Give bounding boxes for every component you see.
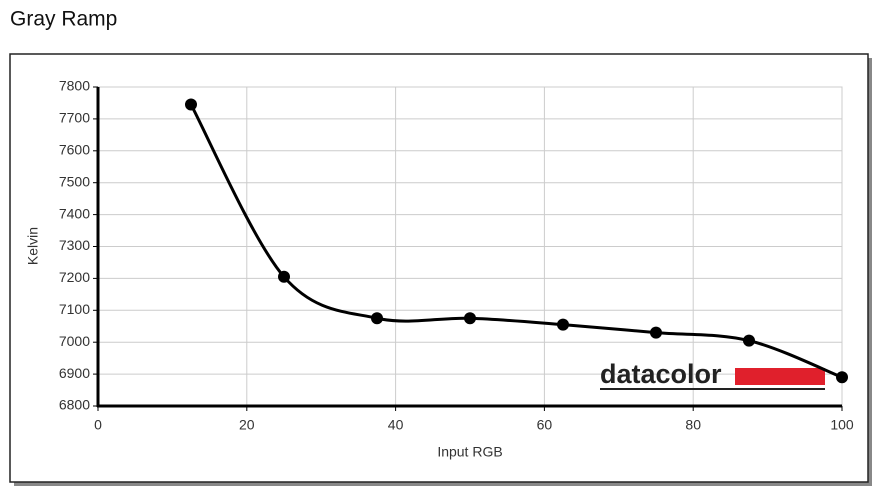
x-tick-label: 0 [94,417,102,433]
x-axis-label: Input RGB [437,444,502,460]
chart-title: Gray Ramp [10,8,117,31]
y-tick-label: 7800 [59,78,90,94]
x-tick-label: 80 [685,417,701,433]
logo-bar [735,368,825,385]
x-tick-label: 20 [239,417,255,433]
x-tick-label: 100 [830,417,854,433]
y-tick-label: 7600 [59,142,90,158]
point [464,312,476,325]
x-tick-label: 40 [388,417,404,433]
point [185,98,197,111]
point [557,318,569,331]
y-tick-label: 7100 [59,301,90,317]
logo: datacolor [600,359,722,389]
point [278,270,290,283]
y-tick-label: 7400 [59,205,90,221]
point [650,326,662,339]
y-tick-label: 7000 [59,333,90,349]
frame [9,53,869,483]
y-tick-label: 7700 [59,110,90,126]
point [371,312,383,325]
line [189,103,843,379]
y-tick-label: 7200 [59,269,90,285]
point [836,371,848,384]
point [743,334,755,347]
x-tick-label: 60 [537,417,553,433]
y-tick-label: 7500 [59,173,90,189]
y-tick-label: 7300 [59,237,90,253]
y-tick-label: 6800 [59,397,90,413]
y-axis-label: Kelvin [25,227,41,265]
y-tick-label: 6900 [59,365,90,381]
